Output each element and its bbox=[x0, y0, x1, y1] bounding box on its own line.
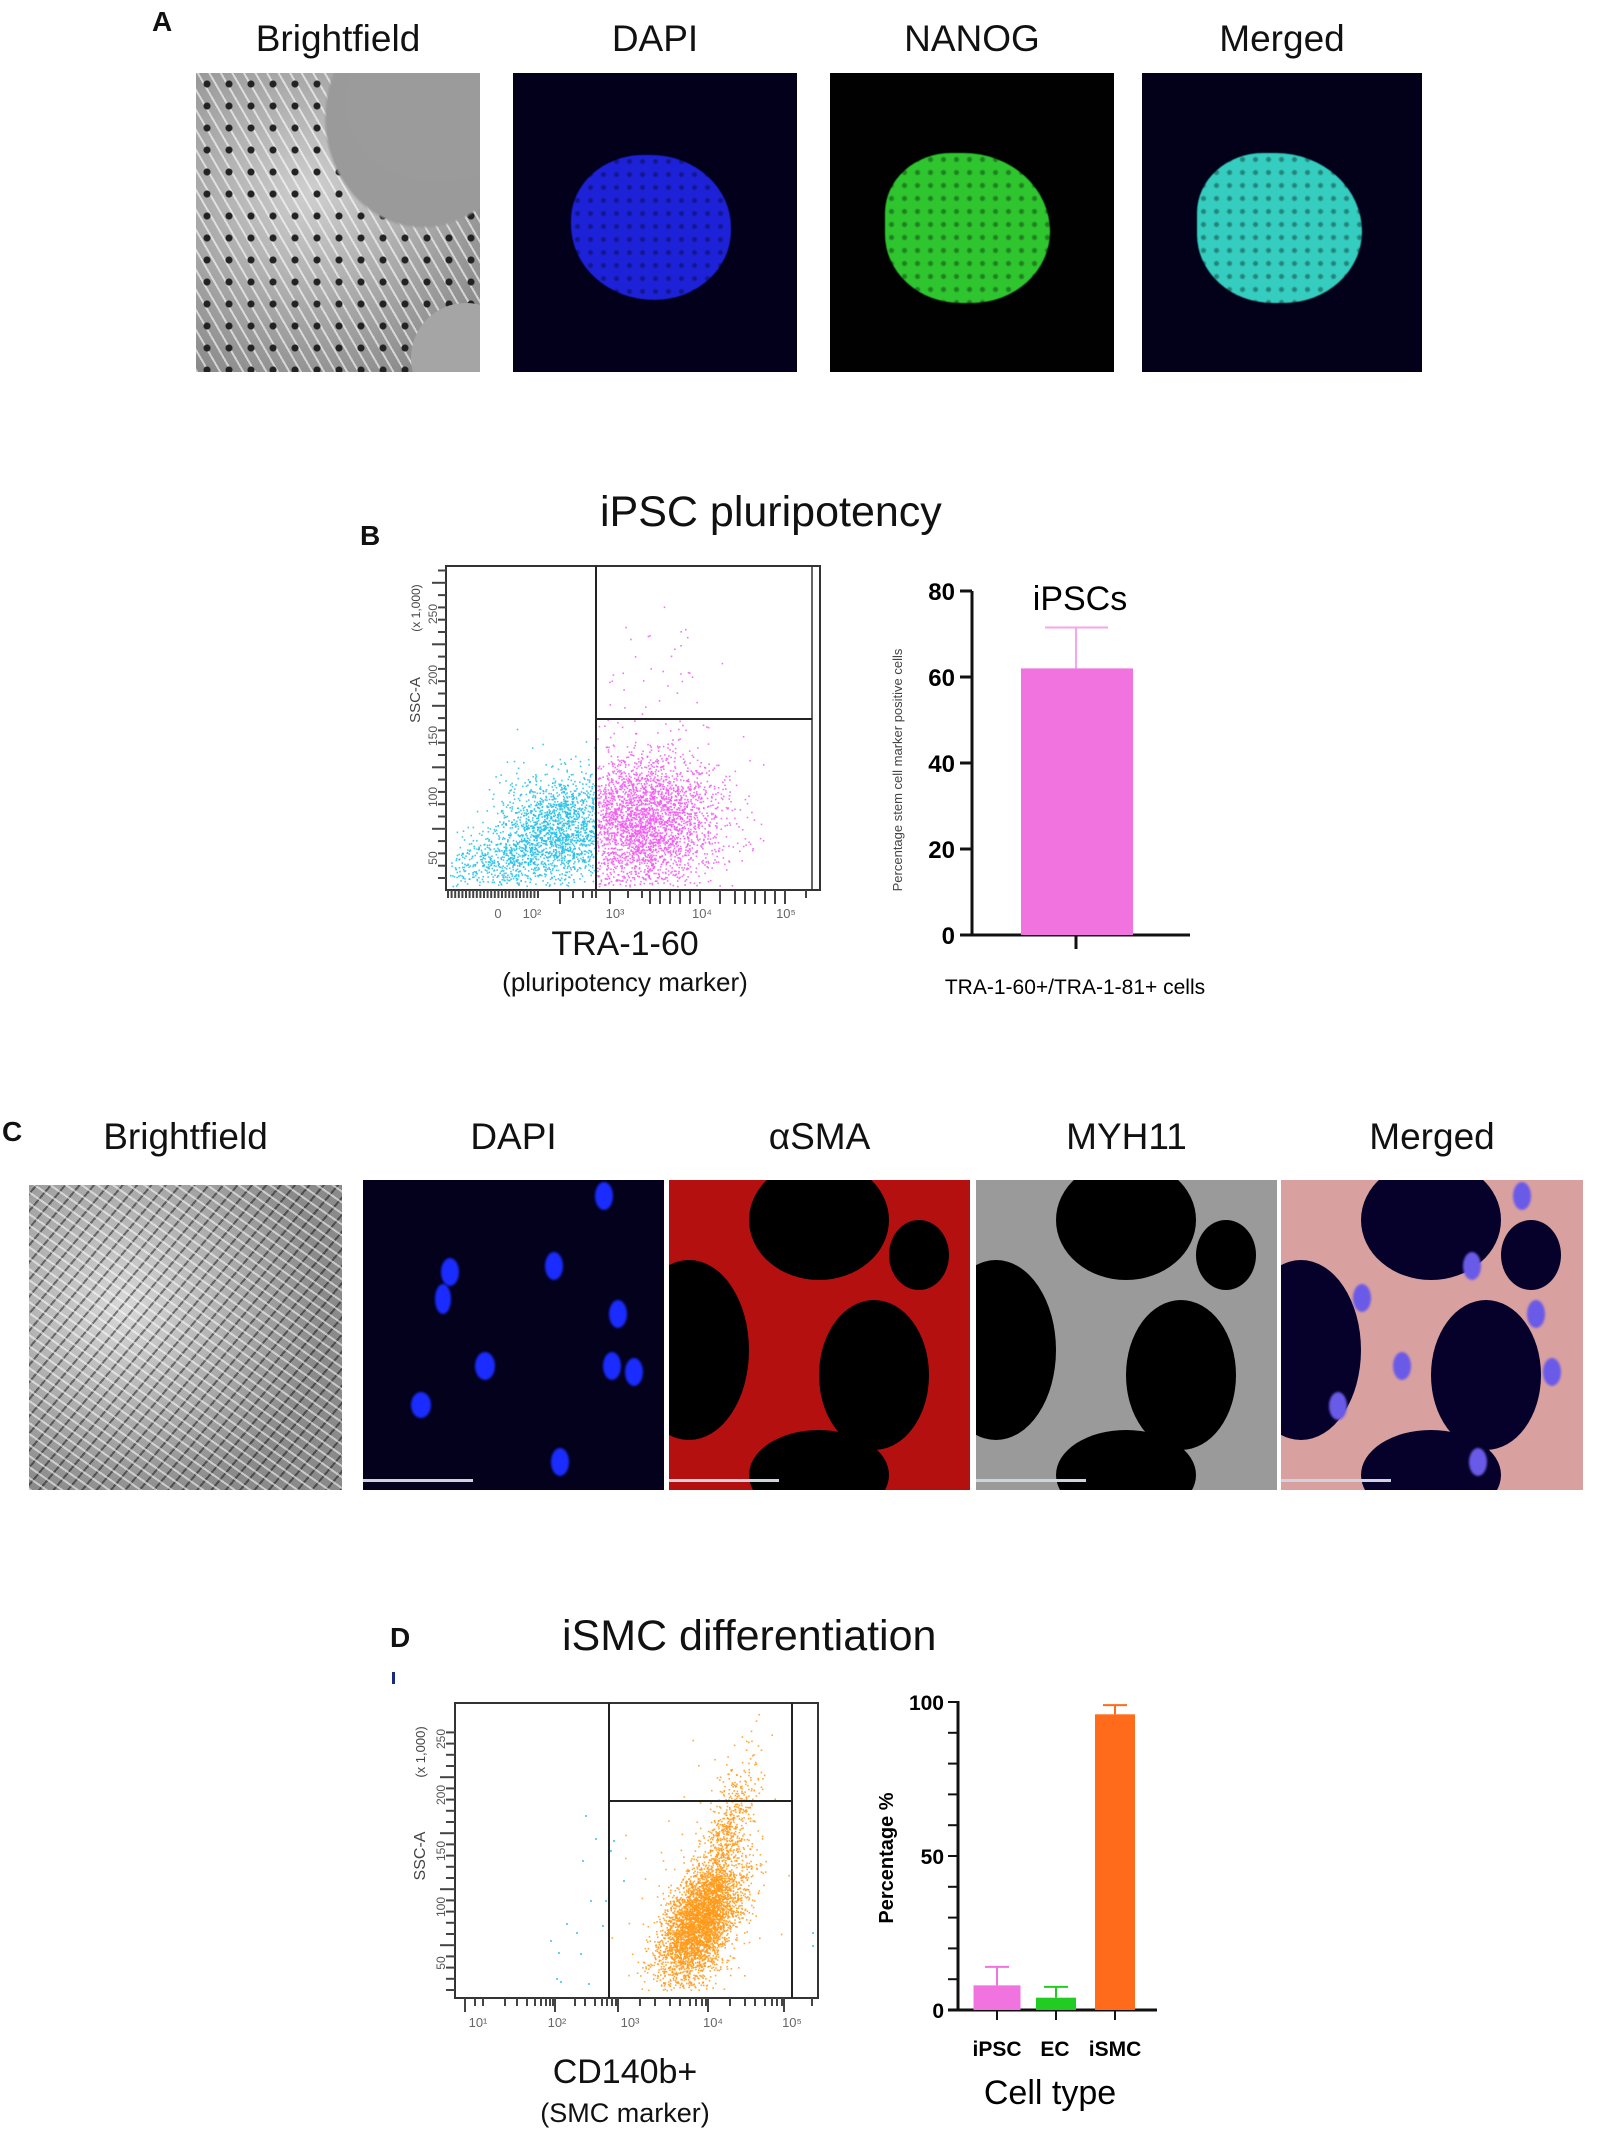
panel-a-dapi-image bbox=[513, 73, 797, 372]
bar-d-category-ipsc: iPSC bbox=[972, 2038, 1021, 2061]
flow-d-frame bbox=[454, 1702, 819, 1999]
scale-bar bbox=[363, 1479, 473, 1482]
scale-bar bbox=[976, 1479, 1086, 1482]
flow-d-x-sublabel: (SMC marker) bbox=[540, 2098, 710, 2128]
panel-b-flow-plot: SSC-A (x 1,000) 50 100 150 200 250 0 10²… bbox=[407, 565, 821, 921]
panel-a-col-merged: Merged bbox=[1219, 18, 1345, 59]
flow-d-xtick: 10⁵ bbox=[782, 2015, 802, 2030]
flow-d-y-unit: (x 1,000) bbox=[413, 1726, 428, 1777]
panel-c-dapi-image bbox=[363, 1180, 664, 1490]
panel-c-myh11-image bbox=[976, 1180, 1277, 1490]
panel-c-col-brightfield: Brightfield bbox=[103, 1116, 268, 1157]
panel-label-d: D bbox=[390, 1622, 411, 1653]
flow-b-x-label: TRA-1-60 bbox=[551, 925, 699, 963]
bar-d-category-ismc: iSMC bbox=[1089, 2038, 1142, 2061]
panel-a-col-nanog: NANOG bbox=[904, 18, 1040, 59]
stray-mark bbox=[392, 1672, 395, 1684]
bar-d-y-label: Percentage % bbox=[876, 1792, 898, 1923]
flow-b-events bbox=[450, 606, 765, 888]
flow-b-ytick: 150 bbox=[426, 726, 440, 746]
panel-b-title: iPSC pluripotency bbox=[600, 488, 942, 536]
flow-b-ytick: 250 bbox=[426, 604, 440, 624]
flow-b-y-unit: (x 1,000) bbox=[409, 584, 423, 631]
flow-b-frame bbox=[445, 565, 821, 891]
bar-d-x-label: Cell type bbox=[984, 2074, 1116, 2112]
panel-label-b: B bbox=[360, 520, 381, 551]
bar-d-category-ec: EC bbox=[1040, 2038, 1069, 2061]
panel-label-a: A bbox=[152, 6, 173, 37]
flow-b-xtick: 10⁴ bbox=[692, 906, 712, 921]
flow-b-y-label: SSC-A bbox=[407, 677, 424, 723]
flow-b-xtick: 10⁵ bbox=[776, 906, 796, 921]
panel-c-col-merged: Merged bbox=[1369, 1116, 1495, 1157]
bar-b-title: iPSCs bbox=[1033, 580, 1127, 618]
flow-b-xtick: 0 bbox=[494, 906, 501, 921]
scale-bar bbox=[1281, 1479, 1391, 1482]
flow-d-xtick: 10¹ bbox=[469, 2015, 488, 2030]
flow-b-ytick: 200 bbox=[426, 665, 440, 685]
scale-bar bbox=[669, 1479, 779, 1482]
flow-b-ytick: 50 bbox=[426, 851, 440, 865]
flow-d-events bbox=[550, 1713, 814, 1992]
panel-c-col-dapi: DAPI bbox=[470, 1116, 557, 1157]
flow-b-xtick: 10² bbox=[523, 906, 542, 921]
panel-c-brightfield-image bbox=[29, 1185, 342, 1490]
svg-text:0: 0 bbox=[942, 923, 955, 950]
flow-d-y-label: SSC-A bbox=[412, 1831, 429, 1880]
flow-d-xtick: 10² bbox=[548, 2015, 567, 2030]
svg-text:40: 40 bbox=[928, 751, 955, 778]
flow-d-xtick: 10⁴ bbox=[703, 2015, 723, 2030]
panel-d-flow-plot: SSC-A (x 1,000) 50 100 150 200 250 10¹ 1… bbox=[412, 1702, 819, 2030]
panel-a-col-dapi: DAPI bbox=[611, 18, 699, 59]
panel-c-asma-image bbox=[669, 1180, 970, 1490]
flow-d-x-label: CD140b+ bbox=[552, 2053, 698, 2091]
panel-c-col-asma: αSMA bbox=[768, 1116, 871, 1157]
bar-b-y-label: Percentage stem cell marker positive cel… bbox=[890, 648, 905, 891]
panel-a-brightfield-image bbox=[196, 73, 480, 372]
flow-d-ytick: 50 bbox=[434, 1956, 448, 1970]
flow-b-x-sublabel: (pluripotency marker) bbox=[502, 967, 748, 997]
bar-b-x-label: TRA-1-60+/TRA-1-81+ cells bbox=[945, 976, 1205, 999]
panel-b-bar-chart: iPSCs Percentage stem cell marker positi… bbox=[890, 579, 1205, 999]
panel-a-nanog-image bbox=[830, 73, 1114, 372]
flow-d-ytick: 250 bbox=[434, 1729, 448, 1749]
flow-d-ytick: 200 bbox=[434, 1785, 448, 1805]
panel-label-c: C bbox=[2, 1116, 23, 1147]
svg-text:80: 80 bbox=[928, 579, 955, 606]
flow-b-ytick: 100 bbox=[426, 787, 440, 807]
flow-d-xtick: 10³ bbox=[621, 2015, 640, 2030]
flow-b-xtick: 10³ bbox=[606, 906, 625, 921]
panel-a-merged-image bbox=[1142, 73, 1422, 372]
panel-a-col-brightfield: Brightfield bbox=[255, 18, 421, 59]
panel-c-merged-image bbox=[1281, 1180, 1583, 1490]
panel-c-col-myh11: MYH11 bbox=[1066, 1116, 1187, 1157]
svg-text:60: 60 bbox=[928, 665, 955, 692]
flow-d-ytick: 100 bbox=[434, 1897, 448, 1917]
svg-text:20: 20 bbox=[928, 837, 955, 864]
flow-d-ytick: 150 bbox=[434, 1841, 448, 1861]
panel-d-title: iSMC differentiation bbox=[562, 1612, 937, 1660]
